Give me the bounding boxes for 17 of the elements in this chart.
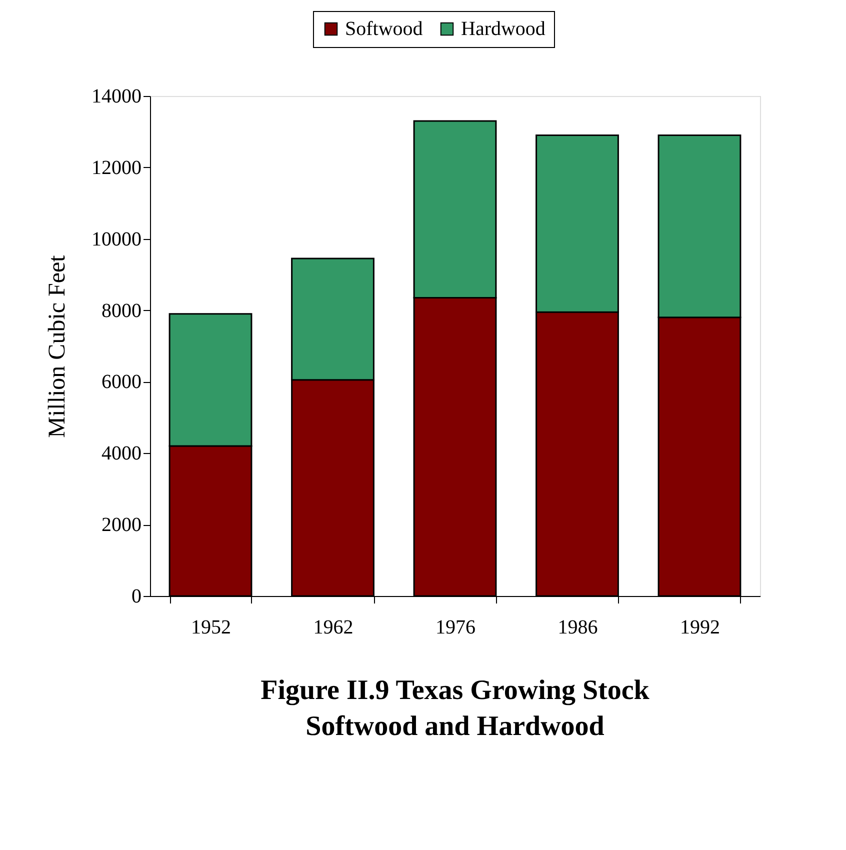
- text: Figure II.9 Texas Growing Stock Softwood and Hardwood: [260, 675, 650, 742]
- legend-label: Softwood: [345, 18, 423, 40]
- y-tick-label: 10000: [92, 228, 142, 250]
- x-tick-label: 1976: [436, 616, 476, 638]
- y-tick-label: 2000: [102, 514, 142, 536]
- y-tick-label: 6000: [102, 371, 142, 394]
- y-tick-label: 8000: [102, 300, 142, 322]
- y-axis-title: Million Cubic Feet: [44, 254, 70, 438]
- y-tick-label: 12000: [92, 156, 142, 179]
- y-tick-label: 14000: [92, 86, 142, 108]
- x-tick-label: 1952: [191, 616, 232, 638]
- legend-label: Hardwood: [461, 18, 546, 40]
- x-tick-label: 1962: [313, 616, 354, 638]
- x-tick-label: 1992: [680, 616, 720, 638]
- y-tick-label: 4000: [102, 442, 142, 465]
- x-tick-label: 1986: [558, 616, 598, 638]
- y-tick-label: 0: [132, 586, 142, 608]
